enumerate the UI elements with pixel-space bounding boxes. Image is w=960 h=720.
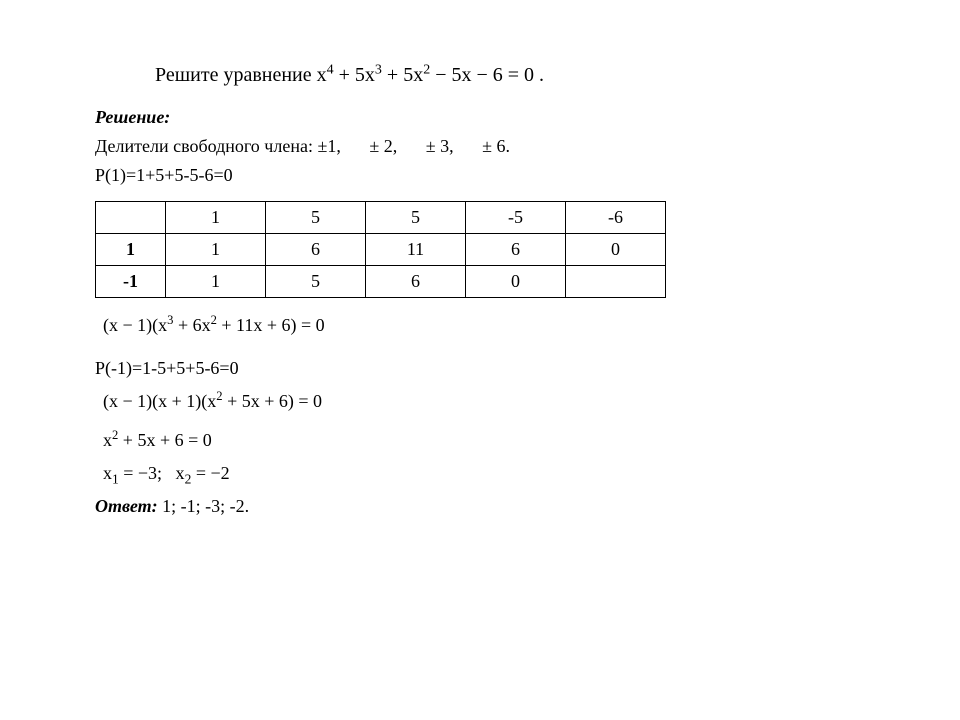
table-cell: 0 (466, 266, 566, 298)
table-row: 155-5-6 (96, 202, 666, 234)
divisor-item: ± 6. (482, 136, 510, 156)
horner-table: 155-5-61161160-11560 (95, 201, 666, 298)
divisor-item: ± 3, (426, 136, 454, 156)
table-rowhead-cell (96, 202, 166, 234)
divisors-line: Делители свободного члена: ±1, ± 2, ± 3,… (95, 133, 960, 160)
problem-suffix: . (539, 64, 544, 86)
divisors-list: ±1, ± 2, ± 3, ± 6. (317, 136, 510, 156)
table-cell: -6 (566, 202, 666, 234)
table-cell: 0 (566, 234, 666, 266)
solution-heading: Решение: (95, 104, 960, 131)
roots: x1 = −3; x2 = −2 (103, 460, 960, 487)
table-cell: 5 (266, 202, 366, 234)
problem-statement: Решите уравнение x4 + 5x3 + 5x2 − 5x − 6… (155, 60, 960, 90)
problem-prefix: Решите уравнение (155, 64, 317, 86)
quadratic: x2 + 5x + 6 = 0 (103, 427, 960, 454)
table-cell: 11 (366, 234, 466, 266)
factorization-1: (x − 1)(x3 + 6x2 + 11x + 6) = 0 (103, 312, 960, 339)
answer-label: Ответ: (95, 496, 158, 516)
problem-equation: x4 + 5x3 + 5x2 − 5x − 6 = 0 (317, 64, 534, 86)
table-cell: 1 (166, 202, 266, 234)
table-cell: 5 (266, 266, 366, 298)
table-rowhead-cell: -1 (96, 266, 166, 298)
answer-text: 1; -1; -3; -2. (162, 496, 249, 516)
table-row: -11560 (96, 266, 666, 298)
table-cell: 6 (366, 266, 466, 298)
p-of-1: P(1)=1+5+5-5-6=0 (95, 162, 960, 189)
table-cell: 6 (466, 234, 566, 266)
table-cell: 5 (366, 202, 466, 234)
answer-line: Ответ: 1; -1; -3; -2. (95, 493, 960, 520)
table-cell: 1 (166, 234, 266, 266)
divisors-label: Делители свободного члена: (95, 136, 317, 156)
table-cell: -5 (466, 202, 566, 234)
divisor-item: ±1, (317, 136, 340, 156)
table-cell: 1 (166, 266, 266, 298)
p-of-neg1: P(-1)=1-5+5+5-6=0 (95, 355, 960, 382)
table-cell: 6 (266, 234, 366, 266)
table-rowhead-cell: 1 (96, 234, 166, 266)
divisor-item: ± 2, (369, 136, 397, 156)
table-cell (566, 266, 666, 298)
factorization-2: (x − 1)(x + 1)(x2 + 5x + 6) = 0 (103, 388, 960, 415)
table-row: 1161160 (96, 234, 666, 266)
